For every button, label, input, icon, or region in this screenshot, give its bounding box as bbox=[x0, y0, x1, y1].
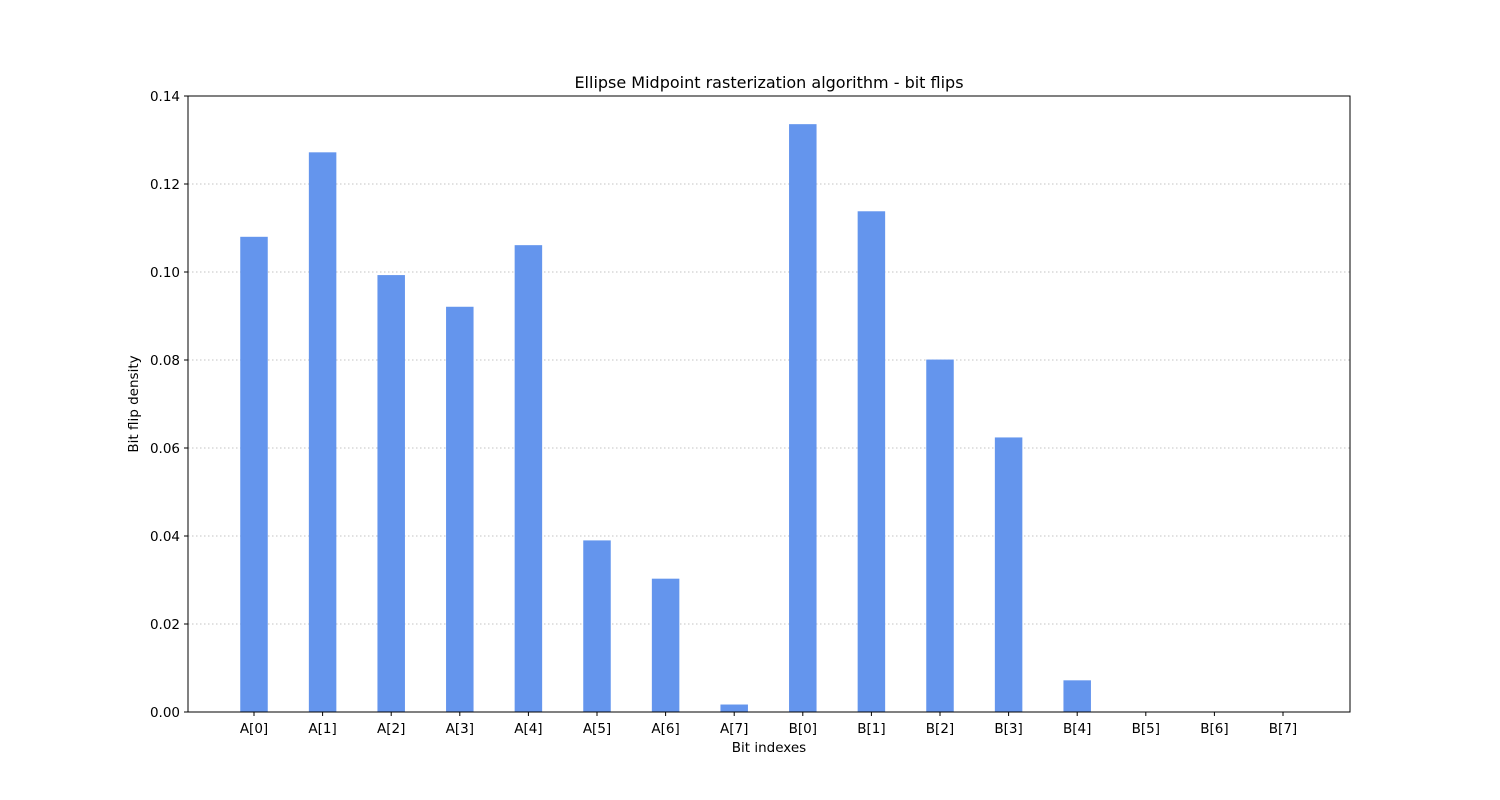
y-tick-label: 0.12 bbox=[150, 177, 180, 193]
x-tick-label: A[4] bbox=[514, 721, 542, 737]
bar-b3 bbox=[994, 437, 1023, 712]
y-tick-label: 0.08 bbox=[150, 353, 180, 369]
x-axis-label: Bit indexes bbox=[732, 740, 806, 756]
bar-a2 bbox=[377, 275, 405, 712]
y-tick-label: 0.10 bbox=[150, 265, 180, 281]
y-tick-label: 0.00 bbox=[150, 705, 180, 721]
x-tick-label: A[6] bbox=[651, 721, 679, 737]
bar-a7 bbox=[720, 704, 748, 712]
x-tick-label: B[4] bbox=[1063, 721, 1091, 737]
plot-frame bbox=[187, 95, 1351, 713]
x-tick-label: B[5] bbox=[1132, 721, 1160, 737]
y-tick-label: 0.06 bbox=[150, 441, 180, 457]
x-tick-label: A[3] bbox=[446, 721, 474, 737]
bar-a3 bbox=[446, 306, 474, 712]
y-tick-label: 0.02 bbox=[150, 617, 180, 633]
x-tick-label: B[7] bbox=[1269, 721, 1297, 737]
x-tick-label: B[6] bbox=[1200, 721, 1228, 737]
bar-a5 bbox=[583, 540, 611, 712]
y-tick-label: 0.14 bbox=[150, 89, 180, 105]
bar-a0 bbox=[240, 236, 268, 713]
bar-b1 bbox=[857, 211, 886, 712]
bars bbox=[240, 124, 1091, 713]
grid-lines bbox=[188, 95, 1350, 713]
x-tick-label: B[1] bbox=[857, 721, 885, 737]
y-tick-label: 0.04 bbox=[150, 529, 180, 545]
x-tick-label: A[7] bbox=[720, 721, 748, 737]
x-tick-label: A[0] bbox=[240, 721, 268, 737]
x-tick-label: B[3] bbox=[994, 721, 1022, 737]
bar-a1 bbox=[308, 152, 337, 712]
bar-b4 bbox=[1063, 680, 1091, 712]
y-axis-label: Bit flip density bbox=[126, 355, 142, 452]
bar-b2 bbox=[926, 359, 954, 712]
x-tick-label: A[2] bbox=[377, 721, 405, 737]
y-axis-ticks: 0.00 0.02 0.04 0.06 0.08 0.10 0.12 0.14 bbox=[150, 89, 188, 721]
bar-a6 bbox=[651, 578, 680, 712]
x-tick-label: B[2] bbox=[926, 721, 954, 737]
bar-b0 bbox=[789, 124, 817, 712]
x-tick-label: A[5] bbox=[583, 721, 611, 737]
chart-title: Ellipse Midpoint rasterization algorithm… bbox=[574, 73, 963, 92]
x-tick-label: B[0] bbox=[789, 721, 817, 737]
bar-a4 bbox=[514, 245, 543, 712]
x-tick-label: A[1] bbox=[308, 721, 336, 737]
x-axis-ticks: A[0] A[1] A[2] A[3] A[4] A[5] A[6] A[7] B[0] B[1]… bbox=[240, 712, 1297, 737]
